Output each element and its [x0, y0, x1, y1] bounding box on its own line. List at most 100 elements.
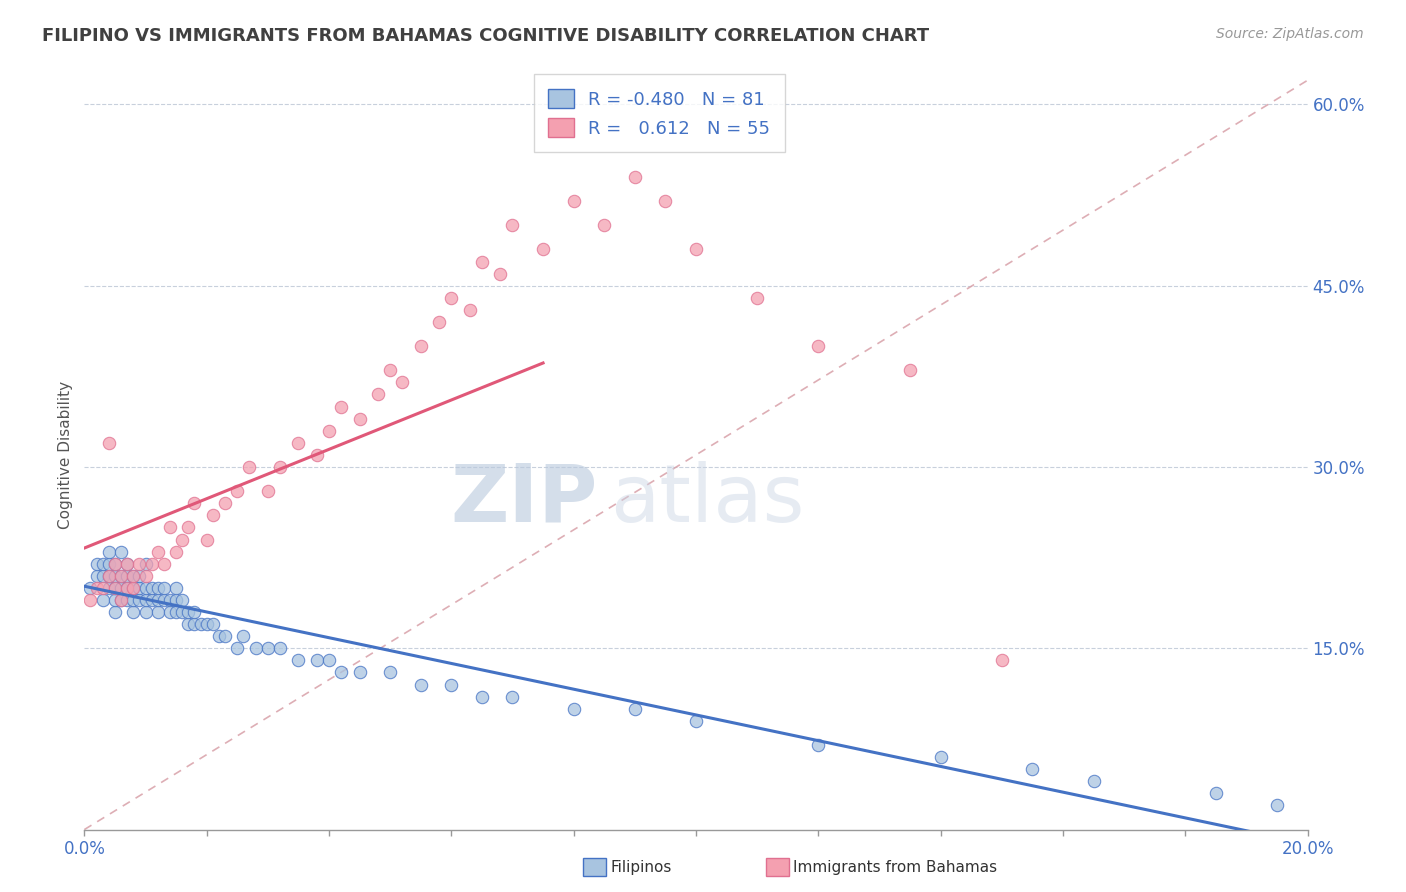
Point: [115, 568, 138, 582]
Point: [257, 641, 280, 656]
Point: [807, 738, 830, 752]
Point: [1083, 774, 1105, 789]
Point: [502, 690, 524, 704]
Point: [91, 568, 114, 582]
Point: [135, 568, 157, 582]
Legend: R = -0.480   N = 81, R =   0.612   N = 55: R = -0.480 N = 81, R = 0.612 N = 55: [534, 74, 785, 152]
Point: [91, 581, 114, 595]
Point: [128, 568, 150, 582]
Point: [349, 665, 371, 680]
Point: [562, 702, 585, 716]
Point: [104, 557, 127, 571]
Point: [79, 593, 101, 607]
Point: [97, 435, 120, 450]
Point: [1205, 786, 1227, 800]
Text: Immigrants from Bahamas: Immigrants from Bahamas: [793, 860, 997, 874]
Point: [141, 593, 163, 607]
Point: [330, 400, 353, 414]
Point: [305, 448, 328, 462]
Point: [427, 315, 450, 329]
Point: [115, 593, 138, 607]
Point: [128, 557, 150, 571]
Point: [195, 617, 218, 632]
Point: [86, 581, 108, 595]
Point: [122, 568, 145, 582]
Point: [685, 714, 707, 728]
Point: [195, 533, 218, 547]
Point: [991, 653, 1014, 667]
Point: [330, 665, 353, 680]
Point: [269, 460, 291, 475]
Point: [562, 194, 585, 208]
Point: [489, 267, 512, 281]
Point: [146, 593, 169, 607]
Point: [86, 557, 108, 571]
Point: [214, 629, 236, 643]
Point: [110, 593, 132, 607]
Point: [269, 641, 291, 656]
Text: Filipinos: Filipinos: [610, 860, 672, 874]
Point: [122, 593, 145, 607]
Point: [159, 593, 181, 607]
Point: [471, 254, 494, 268]
Point: [110, 568, 132, 582]
Point: [898, 363, 921, 377]
Point: [177, 605, 200, 619]
Point: [380, 363, 402, 377]
Point: [183, 496, 205, 510]
Point: [122, 605, 145, 619]
Point: [318, 424, 340, 438]
Point: [349, 411, 371, 425]
Point: [153, 593, 176, 607]
Point: [232, 629, 254, 643]
Point: [135, 593, 157, 607]
Point: [165, 581, 187, 595]
Point: [201, 617, 224, 632]
Point: [97, 557, 120, 571]
Point: [391, 376, 413, 390]
Point: [91, 557, 114, 571]
Y-axis label: Cognitive Disability: Cognitive Disability: [58, 381, 73, 529]
Point: [257, 484, 280, 499]
Point: [190, 617, 212, 632]
Point: [305, 653, 328, 667]
Point: [115, 557, 138, 571]
Point: [214, 496, 236, 510]
Point: [153, 581, 176, 595]
Point: [135, 605, 157, 619]
Text: Source: ZipAtlas.com: Source: ZipAtlas.com: [1216, 27, 1364, 41]
Point: [159, 520, 181, 534]
Point: [177, 520, 200, 534]
Point: [172, 605, 194, 619]
Point: [104, 581, 127, 595]
Point: [183, 617, 205, 632]
Point: [165, 544, 187, 558]
Point: [97, 568, 120, 582]
Point: [201, 508, 224, 523]
Point: [104, 593, 127, 607]
Point: [183, 605, 205, 619]
Point: [97, 568, 120, 582]
Point: [1265, 798, 1288, 813]
Point: [177, 617, 200, 632]
Point: [91, 593, 114, 607]
Point: [110, 544, 132, 558]
Point: [115, 557, 138, 571]
Point: [165, 593, 187, 607]
Point: [128, 581, 150, 595]
Point: [104, 557, 127, 571]
Point: [807, 339, 830, 353]
Point: [104, 581, 127, 595]
Point: [141, 581, 163, 595]
Point: [135, 581, 157, 595]
Point: [122, 581, 145, 595]
Text: FILIPINO VS IMMIGRANTS FROM BAHAMAS COGNITIVE DISABILITY CORRELATION CHART: FILIPINO VS IMMIGRANTS FROM BAHAMAS COGN…: [42, 27, 929, 45]
Point: [1021, 762, 1043, 776]
Point: [159, 605, 181, 619]
Point: [440, 291, 463, 305]
Point: [104, 568, 127, 582]
Point: [146, 605, 169, 619]
Point: [287, 435, 309, 450]
Point: [110, 568, 132, 582]
Point: [593, 219, 616, 233]
